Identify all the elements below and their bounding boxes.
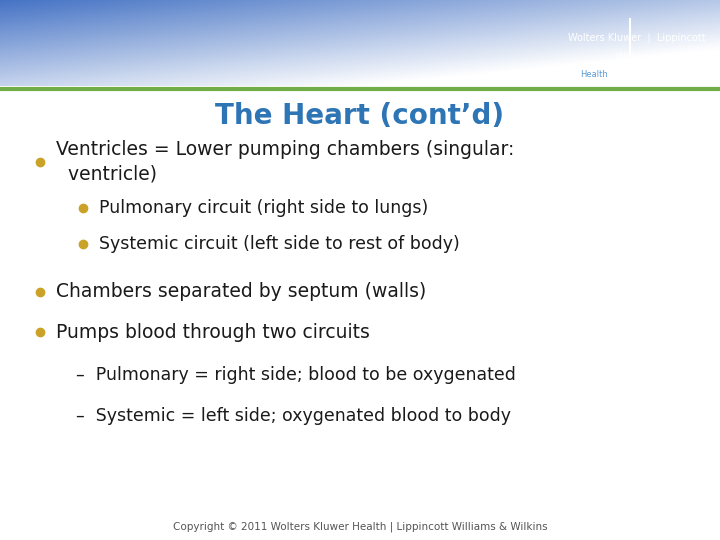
Text: Systemic circuit (left side to rest of body): Systemic circuit (left side to rest of b… <box>99 235 460 253</box>
Text: Pulmonary circuit (right side to lungs): Pulmonary circuit (right side to lungs) <box>99 199 428 217</box>
Text: –  Pulmonary = right side; blood to be oxygenated: – Pulmonary = right side; blood to be ox… <box>76 366 516 384</box>
Text: Pumps blood through two circuits: Pumps blood through two circuits <box>56 322 370 342</box>
Text: Ventricles = Lower pumping chambers (singular:
  ventricle): Ventricles = Lower pumping chambers (sin… <box>56 140 515 184</box>
Text: Wolters Kluwer  |  Lippincott: Wolters Kluwer | Lippincott <box>568 32 706 43</box>
Text: Williams & Wilkins: Williams & Wilkins <box>616 52 706 62</box>
Text: Health: Health <box>580 70 608 79</box>
Text: Copyright © 2011 Wolters Kluwer Health | Lippincott Williams & Wilkins: Copyright © 2011 Wolters Kluwer Health |… <box>173 521 547 532</box>
Text: Chambers separated by septum (walls): Chambers separated by septum (walls) <box>56 282 426 301</box>
Text: The Heart (cont’d): The Heart (cont’d) <box>215 102 505 130</box>
Text: –  Systemic = left side; oxygenated blood to body: – Systemic = left side; oxygenated blood… <box>76 407 510 425</box>
